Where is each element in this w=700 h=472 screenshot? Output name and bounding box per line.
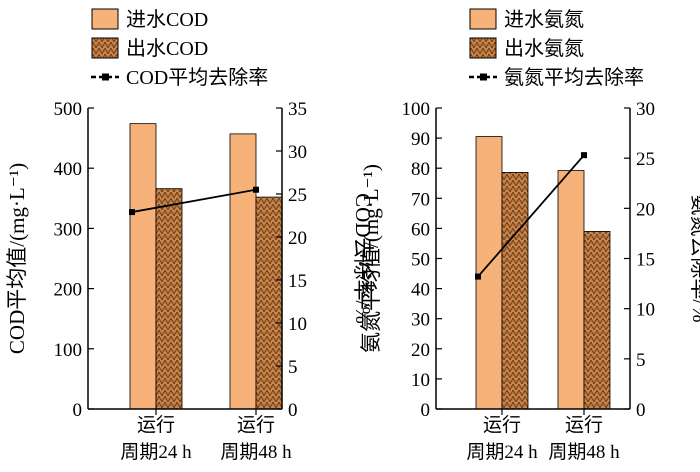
right-tick-label: 5 [636, 350, 646, 371]
legend-swatch [469, 37, 497, 59]
legend-label: 进水氨氮 [504, 8, 584, 31]
legend-label: 氨氮平均去除率 [504, 66, 644, 89]
x-tick-label: 运行 [237, 414, 275, 436]
legend-swatch [469, 8, 497, 30]
left-tick-label: 30 [411, 310, 430, 331]
legend-marker-swatch [480, 73, 487, 81]
right-tick-label: 0 [288, 400, 298, 421]
data-point [129, 209, 135, 216]
legend-marker-swatch [102, 73, 109, 81]
bar-bar-solid [229, 133, 257, 410]
data-point [253, 186, 259, 193]
right-axis-title: COD去除率/% [351, 193, 375, 324]
left-tick-label: 90 [411, 129, 430, 150]
cod-chart: 进水COD 出水COD COD平均去除率 0 100 200 300 400 500 0 5 10 15… [5, 8, 375, 463]
left-axis-title: 氨氮平均值/(mg·L⁻¹) [359, 164, 383, 353]
left-tick-label: 100 [54, 340, 83, 361]
removal-rate-line [131, 188, 257, 213]
x-tick-label: 运行 [483, 414, 521, 436]
right-tick-label: 15 [636, 250, 655, 271]
right-axis-title: 氨氮去除率/% [688, 194, 700, 322]
bar-bar-solid [129, 123, 157, 410]
left-tick-label: 0 [421, 400, 431, 421]
x-tick-label: 周期24 h [466, 441, 538, 463]
x-tick-label: 运行 [137, 414, 175, 436]
legend-label: COD平均去除率 [126, 66, 268, 89]
bar-bar-hatched [255, 196, 283, 410]
x-tick-label: 运行 [565, 414, 603, 436]
right-tick-label: 25 [288, 185, 307, 206]
bar-bar-solid [475, 136, 503, 410]
bar-bar-hatched [155, 188, 183, 410]
left-tick-label: 10 [411, 370, 430, 391]
left-axis-title: COD平均值/(mg·L⁻¹) [5, 163, 29, 354]
right-tick-label: 10 [288, 314, 307, 335]
legend-label: 出水氨氮 [504, 37, 584, 60]
right-tick-label: 10 [636, 300, 655, 321]
x-tick-label: 周期48 h [548, 441, 620, 463]
bar-bar-hatched [501, 172, 529, 410]
left-tick-label: 70 [411, 189, 430, 210]
right-tick-label: 30 [636, 99, 655, 120]
left-tick-label: 40 [411, 280, 430, 301]
left-tick-label: 300 [54, 219, 83, 240]
bar-bar-solid [557, 170, 585, 410]
left-tick-label: 60 [411, 219, 430, 240]
left-tick-label: 100 [402, 99, 431, 120]
removal-rate-line [477, 154, 585, 278]
right-tick-label: 0 [636, 400, 646, 421]
x-tick-label: 周期24 h [120, 441, 192, 463]
legend-label: 进水COD [126, 8, 208, 31]
right-tick-label: 25 [636, 149, 655, 170]
left-tick-label: 500 [54, 99, 83, 120]
left-tick-label: 0 [73, 400, 83, 421]
left-tick-label: 200 [54, 280, 83, 301]
data-point [475, 273, 481, 280]
x-tick-label: 周期48 h [220, 441, 292, 463]
left-tick-label: 20 [411, 340, 430, 361]
right-tick-label: 35 [288, 99, 307, 120]
right-tick-label: 30 [288, 142, 307, 163]
legend-label: 出水COD [126, 37, 208, 60]
left-tick-label: 50 [411, 250, 430, 271]
right-tick-label: 20 [636, 199, 655, 220]
left-tick-label: 80 [411, 159, 430, 180]
legend-swatch [91, 37, 119, 59]
data-point [581, 152, 587, 159]
bar-bar-hatched [583, 231, 611, 410]
legend-swatch [91, 8, 119, 30]
right-tick-label: 15 [288, 271, 307, 292]
right-tick-label: 5 [288, 357, 298, 378]
right-tick-label: 20 [288, 228, 307, 249]
left-tick-label: 400 [54, 159, 83, 180]
